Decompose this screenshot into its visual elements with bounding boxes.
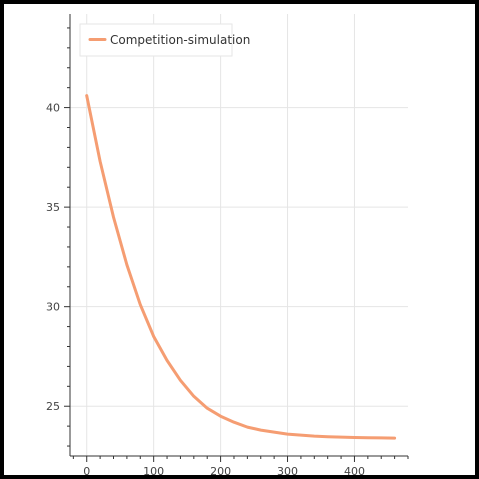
- y-tick-label: 35: [46, 201, 60, 214]
- axis-ticks: 0 100 200 300 400 25 30 35 40: [46, 27, 409, 475]
- grid-lines: [70, 14, 408, 456]
- legend[interactable]: Competition-simulation: [79, 23, 250, 57]
- x-tick-label: 0: [83, 465, 90, 475]
- series-line: [85, 94, 397, 440]
- x-tick-label: 100: [143, 465, 164, 475]
- x-tick-label: 300: [277, 465, 298, 475]
- series-layer: [85, 94, 397, 440]
- line-chart: 0 100 200 300 400 25 30 35 40 Competition-simula…: [46, 14, 409, 475]
- y-tick-label: 25: [46, 400, 60, 413]
- legend-label: Competition-simulation: [110, 33, 250, 47]
- y-tick-label: 40: [46, 102, 60, 115]
- chart-frame: 0 100 200 300 400 25 30 35 40 Competition-simula…: [4, 4, 475, 475]
- x-tick-label: 400: [344, 465, 365, 475]
- x-tick-label: 200: [210, 465, 231, 475]
- axes: [69, 14, 408, 457]
- y-tick-label: 30: [46, 301, 60, 314]
